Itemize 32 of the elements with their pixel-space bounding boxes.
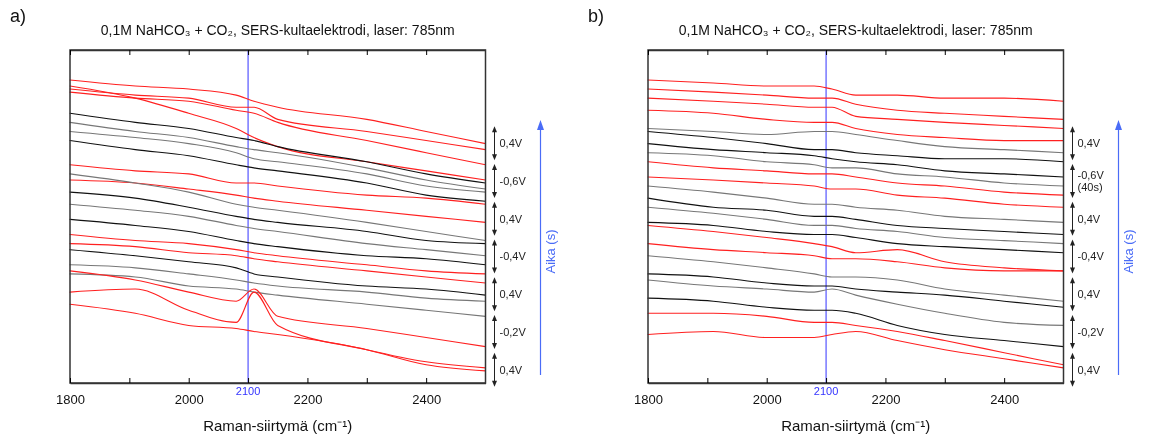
- text: Aika (s): [1120, 229, 1135, 274]
- text: -0,6V: [499, 174, 527, 187]
- x-tick-label: 1800: [633, 392, 663, 408]
- text: 0,4V: [1077, 363, 1101, 376]
- text: 0,4V: [499, 212, 523, 225]
- text: -0,2V: [1077, 325, 1104, 338]
- x-tick-label: 2200: [870, 392, 900, 408]
- text: -0,4V: [499, 250, 527, 263]
- text: b): [587, 6, 604, 26]
- x-axis-title: Raman-siirtymä (cm⁻¹): [203, 417, 353, 434]
- x-tick-label: 2200: [293, 392, 323, 408]
- chart-title: 0,1M NaHCO₃ + CO₂, SERS-kultaelektrodi, laser: 785nm: [678, 22, 1033, 38]
- x-tick-label: 1800: [56, 392, 85, 408]
- ref-line-label: 2100: [813, 385, 838, 397]
- text: 0,4V: [1077, 212, 1101, 225]
- x-axis-title: Raman-siirtymä (cm⁻¹): [780, 417, 930, 434]
- text: Aika (s): [542, 229, 558, 274]
- x-tick-label: 2400: [989, 392, 1019, 408]
- text: 0,4V: [499, 363, 523, 376]
- text: a): [10, 6, 27, 26]
- text: -0,6V (40s): [1077, 168, 1104, 193]
- text: -0,2V: [499, 325, 527, 338]
- chart-title: 0,1M NaHCO₃ + CO₂, SERS-kultaelektrodi, laser: 785nm: [100, 22, 455, 38]
- x-tick-label: 2400: [412, 392, 442, 408]
- text: -0,4V: [1077, 250, 1104, 263]
- text: 0,4V: [1077, 288, 1101, 301]
- text: 0,4V: [1077, 137, 1101, 150]
- text: 0,4V: [499, 137, 523, 150]
- x-tick-label: 2000: [752, 392, 782, 408]
- ref-line-label: 2100: [235, 385, 261, 397]
- text: 0,4V: [499, 288, 523, 301]
- x-tick-label: 2000: [174, 392, 204, 408]
